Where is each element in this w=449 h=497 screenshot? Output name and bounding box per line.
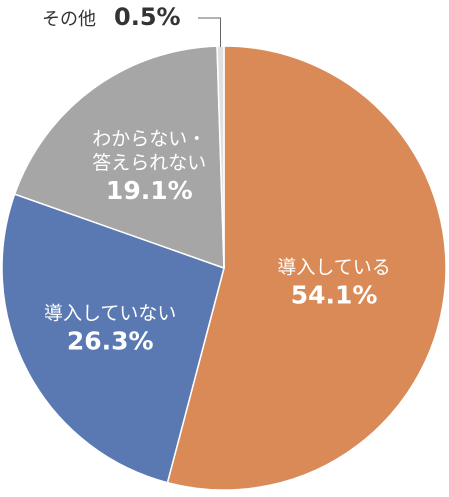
other-callout-leader-line xyxy=(198,17,221,47)
pie-slice xyxy=(1,193,225,484)
slice-label: わからない・ xyxy=(92,128,206,150)
pie-slice xyxy=(166,45,447,491)
slice-value-label: 19.1% xyxy=(106,176,193,205)
pie-slices xyxy=(1,45,447,491)
other-callout-value: 0.5% xyxy=(114,3,181,31)
other-callout: その他 0.5% xyxy=(42,3,221,47)
slice-value-label: 54.1% xyxy=(291,280,378,309)
slice-label: 導入している xyxy=(277,256,390,278)
pie-slice xyxy=(13,45,225,270)
slice-label: 導入していない xyxy=(44,302,176,324)
slice-label: 答えられない xyxy=(92,152,206,174)
slice-value-label: 26.3% xyxy=(67,326,154,355)
other-callout-label: その他 xyxy=(42,9,96,30)
